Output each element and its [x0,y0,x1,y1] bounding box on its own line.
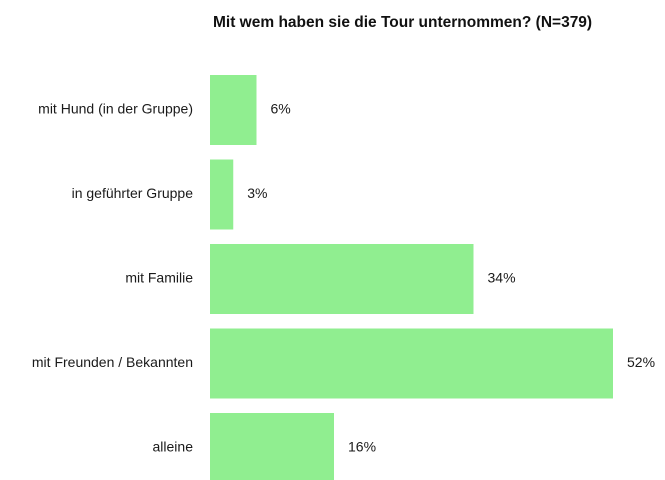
bar-2 [210,244,474,314]
bar-1 [210,159,234,230]
bar-4 [210,413,334,480]
value-label-4: 16% [348,439,376,455]
category-label-3: mit Freunden / Bekannten [32,354,193,370]
value-label-0: 6% [271,101,291,117]
chart-title: Mit wem haben sie die Tour unternommen? … [213,14,593,31]
value-label-3: 52% [627,354,655,370]
value-label-1: 3% [247,185,267,201]
bar-3 [210,328,613,399]
category-label-0: mit Hund (in der Gruppe) [38,101,193,117]
category-label-4: alleine [153,439,194,455]
value-label-2: 34% [488,270,516,286]
category-label-1: in geführter Gruppe [72,185,194,201]
category-label-2: mit Familie [125,270,193,286]
bar-0 [210,75,257,145]
